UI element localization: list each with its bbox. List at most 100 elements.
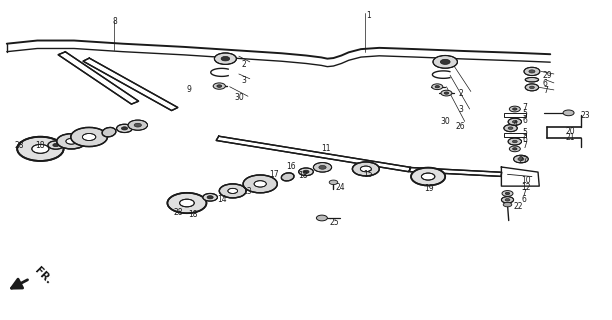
Circle shape — [525, 84, 539, 91]
Circle shape — [243, 175, 277, 193]
Circle shape — [57, 134, 86, 149]
FancyBboxPatch shape — [504, 114, 526, 117]
Circle shape — [512, 121, 517, 123]
Circle shape — [444, 92, 449, 94]
Text: 29: 29 — [543, 71, 553, 80]
Circle shape — [207, 196, 213, 199]
Text: 24: 24 — [335, 183, 345, 192]
Ellipse shape — [525, 77, 539, 82]
Circle shape — [505, 198, 510, 201]
Circle shape — [303, 170, 309, 173]
Circle shape — [524, 67, 540, 76]
Circle shape — [513, 148, 517, 150]
Circle shape — [168, 193, 206, 213]
Circle shape — [121, 127, 127, 130]
Circle shape — [411, 168, 445, 186]
Text: 23: 23 — [581, 111, 591, 120]
Text: 28: 28 — [14, 141, 24, 150]
Circle shape — [66, 139, 77, 144]
Circle shape — [508, 138, 521, 145]
Circle shape — [508, 127, 513, 129]
Circle shape — [128, 120, 147, 130]
Circle shape — [506, 192, 510, 195]
FancyBboxPatch shape — [504, 133, 526, 137]
Text: 11: 11 — [321, 144, 330, 153]
Circle shape — [116, 124, 132, 132]
Circle shape — [71, 127, 107, 147]
Circle shape — [313, 163, 332, 172]
Text: 20: 20 — [565, 127, 575, 136]
Circle shape — [134, 123, 141, 127]
Circle shape — [503, 202, 512, 207]
Text: 18: 18 — [188, 210, 198, 219]
Circle shape — [254, 181, 266, 187]
Circle shape — [441, 90, 452, 96]
Polygon shape — [58, 52, 139, 104]
Circle shape — [32, 144, 49, 153]
Text: 6: 6 — [521, 195, 526, 204]
Circle shape — [221, 56, 230, 61]
Circle shape — [501, 197, 513, 203]
Text: 17: 17 — [269, 170, 279, 179]
Circle shape — [512, 140, 517, 143]
Ellipse shape — [282, 173, 294, 181]
Text: 7: 7 — [543, 86, 548, 95]
Circle shape — [529, 86, 534, 89]
Circle shape — [329, 180, 338, 185]
Circle shape — [432, 84, 442, 90]
Circle shape — [422, 173, 435, 180]
Text: 3: 3 — [241, 76, 246, 85]
Text: FR.: FR. — [33, 266, 54, 286]
Circle shape — [509, 146, 520, 152]
Text: 30: 30 — [234, 93, 244, 102]
Circle shape — [203, 194, 217, 201]
Text: 19: 19 — [424, 184, 433, 193]
Text: 6: 6 — [543, 79, 548, 88]
Text: 18: 18 — [299, 172, 308, 180]
Circle shape — [83, 133, 96, 140]
Text: 16: 16 — [286, 162, 296, 171]
Circle shape — [214, 53, 236, 64]
Text: 7: 7 — [523, 103, 528, 112]
Polygon shape — [409, 167, 502, 176]
Circle shape — [316, 215, 327, 221]
Text: 30: 30 — [441, 117, 450, 126]
Circle shape — [353, 162, 379, 176]
Text: 15: 15 — [363, 170, 373, 179]
Text: 8: 8 — [113, 17, 117, 26]
Text: 2: 2 — [458, 89, 463, 98]
Text: 12: 12 — [521, 183, 531, 192]
Polygon shape — [83, 58, 178, 110]
Text: 7: 7 — [521, 189, 526, 198]
Circle shape — [518, 157, 524, 161]
Text: 5: 5 — [523, 128, 528, 137]
Ellipse shape — [102, 127, 116, 137]
Text: 5: 5 — [523, 109, 528, 118]
Text: 14: 14 — [217, 195, 226, 204]
Text: 25: 25 — [329, 218, 339, 227]
Circle shape — [228, 188, 237, 194]
Text: 1: 1 — [366, 12, 371, 20]
Text: 28: 28 — [173, 208, 183, 217]
Text: 22: 22 — [513, 202, 523, 211]
Text: 6: 6 — [523, 116, 528, 125]
Text: 4: 4 — [512, 120, 517, 130]
Polygon shape — [216, 136, 411, 172]
Text: 18: 18 — [35, 141, 45, 150]
Text: 13: 13 — [242, 188, 252, 196]
Circle shape — [513, 108, 517, 110]
Text: 9: 9 — [187, 85, 192, 94]
Text: 27: 27 — [518, 156, 528, 164]
Text: 10: 10 — [521, 176, 531, 185]
Circle shape — [219, 184, 246, 198]
Circle shape — [319, 165, 326, 169]
Circle shape — [502, 191, 513, 196]
Circle shape — [213, 83, 225, 89]
Circle shape — [299, 168, 313, 176]
Circle shape — [433, 55, 457, 68]
Circle shape — [17, 137, 64, 161]
Circle shape — [179, 199, 194, 207]
Circle shape — [529, 70, 535, 73]
Text: 7: 7 — [523, 141, 528, 150]
Circle shape — [360, 166, 371, 172]
